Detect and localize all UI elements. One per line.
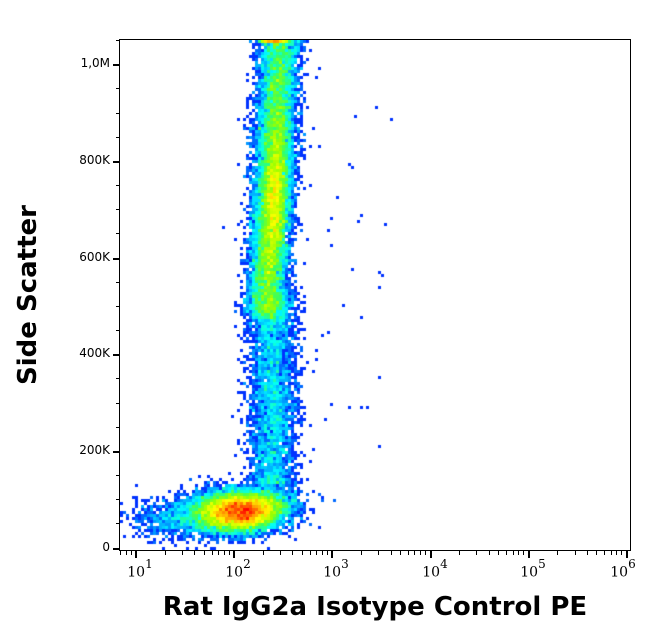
x-minor-tick [194,551,195,555]
x-minor-tick [611,551,612,555]
x-minor-tick [212,551,213,555]
y-minor-tick [116,233,119,234]
x-minor-tick [400,551,401,555]
x-minor-tick [621,551,622,555]
x-major-tick [233,551,235,558]
y-axis-title: Side Scatter [13,205,43,385]
x-tick-exponent: 1 [145,557,153,571]
x-tick-base: 10 [610,564,629,581]
x-minor-tick [596,551,597,555]
x-tick-base: 10 [225,564,244,581]
x-minor-tick [523,551,524,555]
x-minor-tick [263,551,264,555]
x-tick-label: 101 [115,557,165,581]
x-tick-base: 10 [127,564,146,581]
x-minor-tick [587,551,588,555]
x-tick-exponent: 5 [538,557,546,571]
y-minor-tick [116,185,119,186]
x-minor-tick [391,551,392,555]
x-minor-tick [126,551,127,555]
x-minor-tick [165,551,166,555]
y-minor-tick [116,306,119,307]
x-minor-tick [489,551,490,555]
x-minor-tick [476,551,477,555]
y-major-tick [113,451,119,453]
y-minor-tick [116,475,119,476]
y-minor-tick [116,427,119,428]
x-minor-tick [575,551,576,555]
y-major-tick [113,354,119,356]
x-tick-base: 10 [520,564,539,581]
x-major-tick [626,551,628,558]
x-minor-tick [616,551,617,555]
x-minor-tick [408,551,409,555]
density-plot-canvas [120,40,630,550]
x-minor-tick [459,551,460,555]
x-tick-label: 102 [213,557,263,581]
x-tick-label: 105 [508,557,558,581]
x-tick-exponent: 4 [440,557,448,571]
x-minor-tick [310,551,311,555]
x-minor-tick [506,551,507,555]
x-major-tick [430,551,432,558]
y-tick-label: 600K [79,250,110,264]
x-minor-tick [327,551,328,555]
x-tick-exponent: 6 [628,557,636,571]
y-tick-label: 1,0M [80,56,110,70]
x-axis-title: Rat IgG2a Isotype Control PE [162,592,588,622]
x-tick-exponent: 3 [341,557,349,571]
x-minor-tick [292,551,293,555]
x-minor-tick [378,551,379,555]
x-minor-tick [182,551,183,555]
x-minor-tick [280,551,281,555]
x-minor-tick [518,551,519,555]
x-minor-tick [218,551,219,555]
y-minor-tick [116,88,119,89]
x-minor-tick [322,551,323,555]
x-minor-tick [557,551,558,555]
x-minor-tick [498,551,499,555]
x-minor-tick [361,551,362,555]
x-minor-tick [302,551,303,555]
y-minor-tick [116,330,119,331]
y-minor-tick [116,378,119,379]
x-tick-label: 106 [598,557,648,581]
y-major-tick [113,64,119,66]
x-minor-tick [420,551,421,555]
x-minor-tick [513,551,514,555]
x-minor-tick [414,551,415,555]
x-minor-tick [120,551,121,555]
y-minor-tick [116,403,119,404]
x-minor-tick [425,551,426,555]
x-minor-tick [224,551,225,555]
y-tick-label: 800K [79,153,110,167]
x-minor-tick [604,551,605,555]
x-tick-base: 10 [323,564,342,581]
y-tick-label: 200K [79,443,110,457]
plot-area [119,39,631,551]
x-tick-exponent: 2 [243,557,251,571]
y-major-tick [113,548,119,550]
y-minor-tick [116,113,119,114]
y-tick-label: 400K [79,346,110,360]
x-minor-tick [204,551,205,555]
x-tick-label: 103 [311,557,361,581]
x-tick-label: 104 [410,557,460,581]
y-minor-tick [116,209,119,210]
x-minor-tick [229,551,230,555]
y-minor-tick [116,499,119,500]
x-tick-base: 10 [422,564,441,581]
y-minor-tick [116,523,119,524]
x-major-tick [135,551,137,558]
x-major-tick [528,551,530,558]
x-minor-tick [131,551,132,555]
x-minor-tick [316,551,317,555]
y-major-tick [113,258,119,260]
y-minor-tick [116,40,119,41]
y-minor-tick [116,282,119,283]
y-minor-tick [116,137,119,138]
y-major-tick [113,161,119,163]
x-major-tick [331,551,333,558]
y-tick-label: 0 [102,540,110,554]
